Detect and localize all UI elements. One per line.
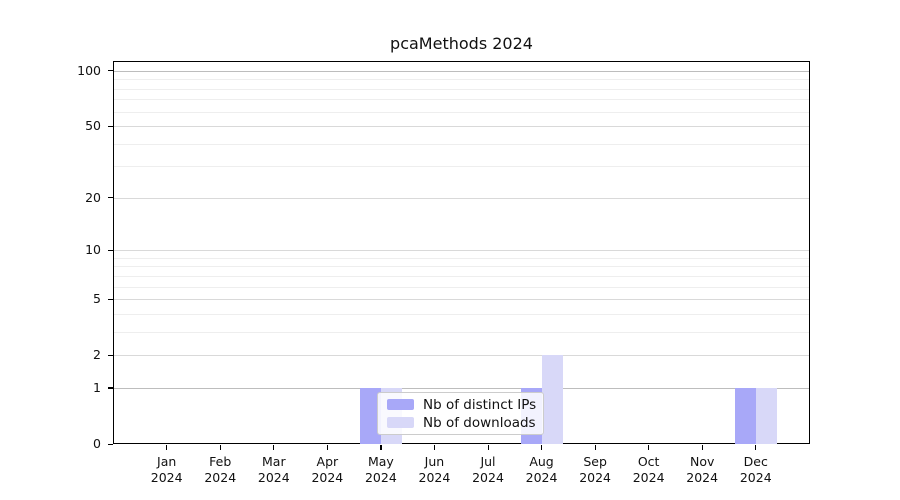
y-tick-mark <box>108 354 113 356</box>
x-tick-year: 2024 <box>472 470 504 485</box>
legend: Nb of distinct IPs Nb of downloads <box>377 392 544 435</box>
gridline-major <box>114 250 809 252</box>
bar-downloads-dec <box>755 387 777 444</box>
gridline-minor <box>114 111 809 113</box>
bar-distinct-ips-dec <box>734 387 756 444</box>
x-tick-label: Apr 2024 <box>297 454 357 486</box>
x-tick-label: Feb 2024 <box>190 454 250 486</box>
x-tick-month: Jul <box>480 454 496 469</box>
x-tick-month: May <box>367 454 394 469</box>
y-tick-label: 5 <box>93 291 101 307</box>
x-tick-label: Aug 2024 <box>512 454 572 486</box>
legend-swatch-distinct-ips <box>387 399 414 410</box>
x-tick-mark <box>166 445 168 450</box>
gridline-minor <box>114 286 809 288</box>
y-tick-mark <box>108 249 113 251</box>
y-tick-mark <box>108 298 113 300</box>
x-tick-year: 2024 <box>525 470 558 485</box>
gridline-major <box>114 299 809 301</box>
x-tick-year: 2024 <box>418 470 451 485</box>
x-tick-month: Jun <box>424 454 445 469</box>
x-tick-label: Jan 2024 <box>137 454 197 486</box>
x-tick-year: 2024 <box>257 470 290 485</box>
y-tick-label: 0 <box>93 436 101 451</box>
x-tick-mark <box>273 445 275 450</box>
y-tick-mark <box>108 197 113 199</box>
gridline-minor <box>114 99 809 101</box>
x-tick-mark <box>433 445 436 450</box>
x-tick-year: 2024 <box>632 470 665 485</box>
gridline-minor <box>114 331 809 333</box>
x-tick-mark <box>487 445 489 450</box>
x-tick-label: Dec 2024 <box>726 454 786 486</box>
gridline-minor <box>114 88 809 90</box>
x-tick-label: Mar 2024 <box>244 454 304 486</box>
gridline-major <box>114 387 809 389</box>
y-tick-mark <box>108 387 113 389</box>
y-tick-label: 1 <box>93 379 101 395</box>
y-tick-label: 20 <box>85 189 101 205</box>
x-tick-month: Apr <box>316 454 339 469</box>
x-tick-year: 2024 <box>150 470 183 485</box>
x-tick-year: 2024 <box>686 470 719 485</box>
x-tick-mark <box>326 445 329 450</box>
y-tick-mark <box>108 70 113 72</box>
x-tick-mark <box>701 445 703 450</box>
x-tick-label: Jul 2024 <box>458 454 518 486</box>
y-tick-mark <box>108 443 113 445</box>
gridline-minor <box>114 257 809 259</box>
x-tick-year: 2024 <box>739 470 772 485</box>
x-tick-year: 2024 <box>579 470 611 485</box>
x-tick-month: Aug <box>529 454 554 469</box>
plot-area <box>113 61 810 444</box>
x-tick-year: 2024 <box>204 470 237 485</box>
gridline-minor <box>114 275 809 277</box>
legend-label: Nb of distinct IPs <box>423 396 537 413</box>
y-tick-label: 2 <box>93 347 101 363</box>
y-tick-mark <box>108 125 113 127</box>
x-tick-month: Feb <box>209 454 232 469</box>
x-tick-mark <box>755 445 757 450</box>
x-tick-month: Mar <box>262 454 286 469</box>
gridline-minor <box>114 79 809 81</box>
x-tick-month: Dec <box>743 454 768 469</box>
x-tick-year: 2024 <box>364 470 397 485</box>
chart-title: pcaMethods 2024 <box>390 34 533 53</box>
x-tick-mark <box>594 445 596 450</box>
x-tick-mark <box>541 445 543 450</box>
gridline-minor <box>114 166 809 168</box>
y-tick-label: 100 <box>77 62 101 78</box>
legend-label: Nb of downloads <box>423 414 536 431</box>
gridline-minor <box>114 266 809 268</box>
x-tick-mark <box>648 445 650 450</box>
x-tick-month: Nov <box>689 454 715 469</box>
gridline-major <box>114 355 809 357</box>
x-tick-year: 2024 <box>311 470 344 485</box>
legend-swatch-downloads <box>387 417 414 428</box>
gridline-major <box>114 197 809 199</box>
x-tick-label: May 2024 <box>351 454 411 486</box>
legend-row-distinct-ips: Nb of distinct IPs <box>387 396 537 413</box>
y-tick-label: 50 <box>85 118 101 134</box>
gridline-minor <box>114 313 809 315</box>
x-tick-month: Sep <box>583 454 607 469</box>
gridline-minor <box>114 143 809 145</box>
bar-distinct-ips-may <box>359 387 381 444</box>
y-tick-label: 10 <box>85 242 101 258</box>
x-tick-label: Jun 2024 <box>404 454 464 486</box>
bar-downloads-aug <box>541 355 563 444</box>
gridline-major <box>114 70 809 72</box>
x-tick-mark <box>380 445 382 450</box>
x-tick-label: Nov 2024 <box>672 454 732 486</box>
x-tick-month: Oct <box>637 454 660 469</box>
x-tick-month: Jan <box>157 454 177 469</box>
x-tick-label: Sep 2024 <box>565 454 625 486</box>
x-tick-mark <box>219 445 221 450</box>
legend-row-downloads: Nb of downloads <box>387 414 536 431</box>
gridline-major <box>114 126 809 128</box>
x-tick-label: Oct 2024 <box>619 454 679 486</box>
